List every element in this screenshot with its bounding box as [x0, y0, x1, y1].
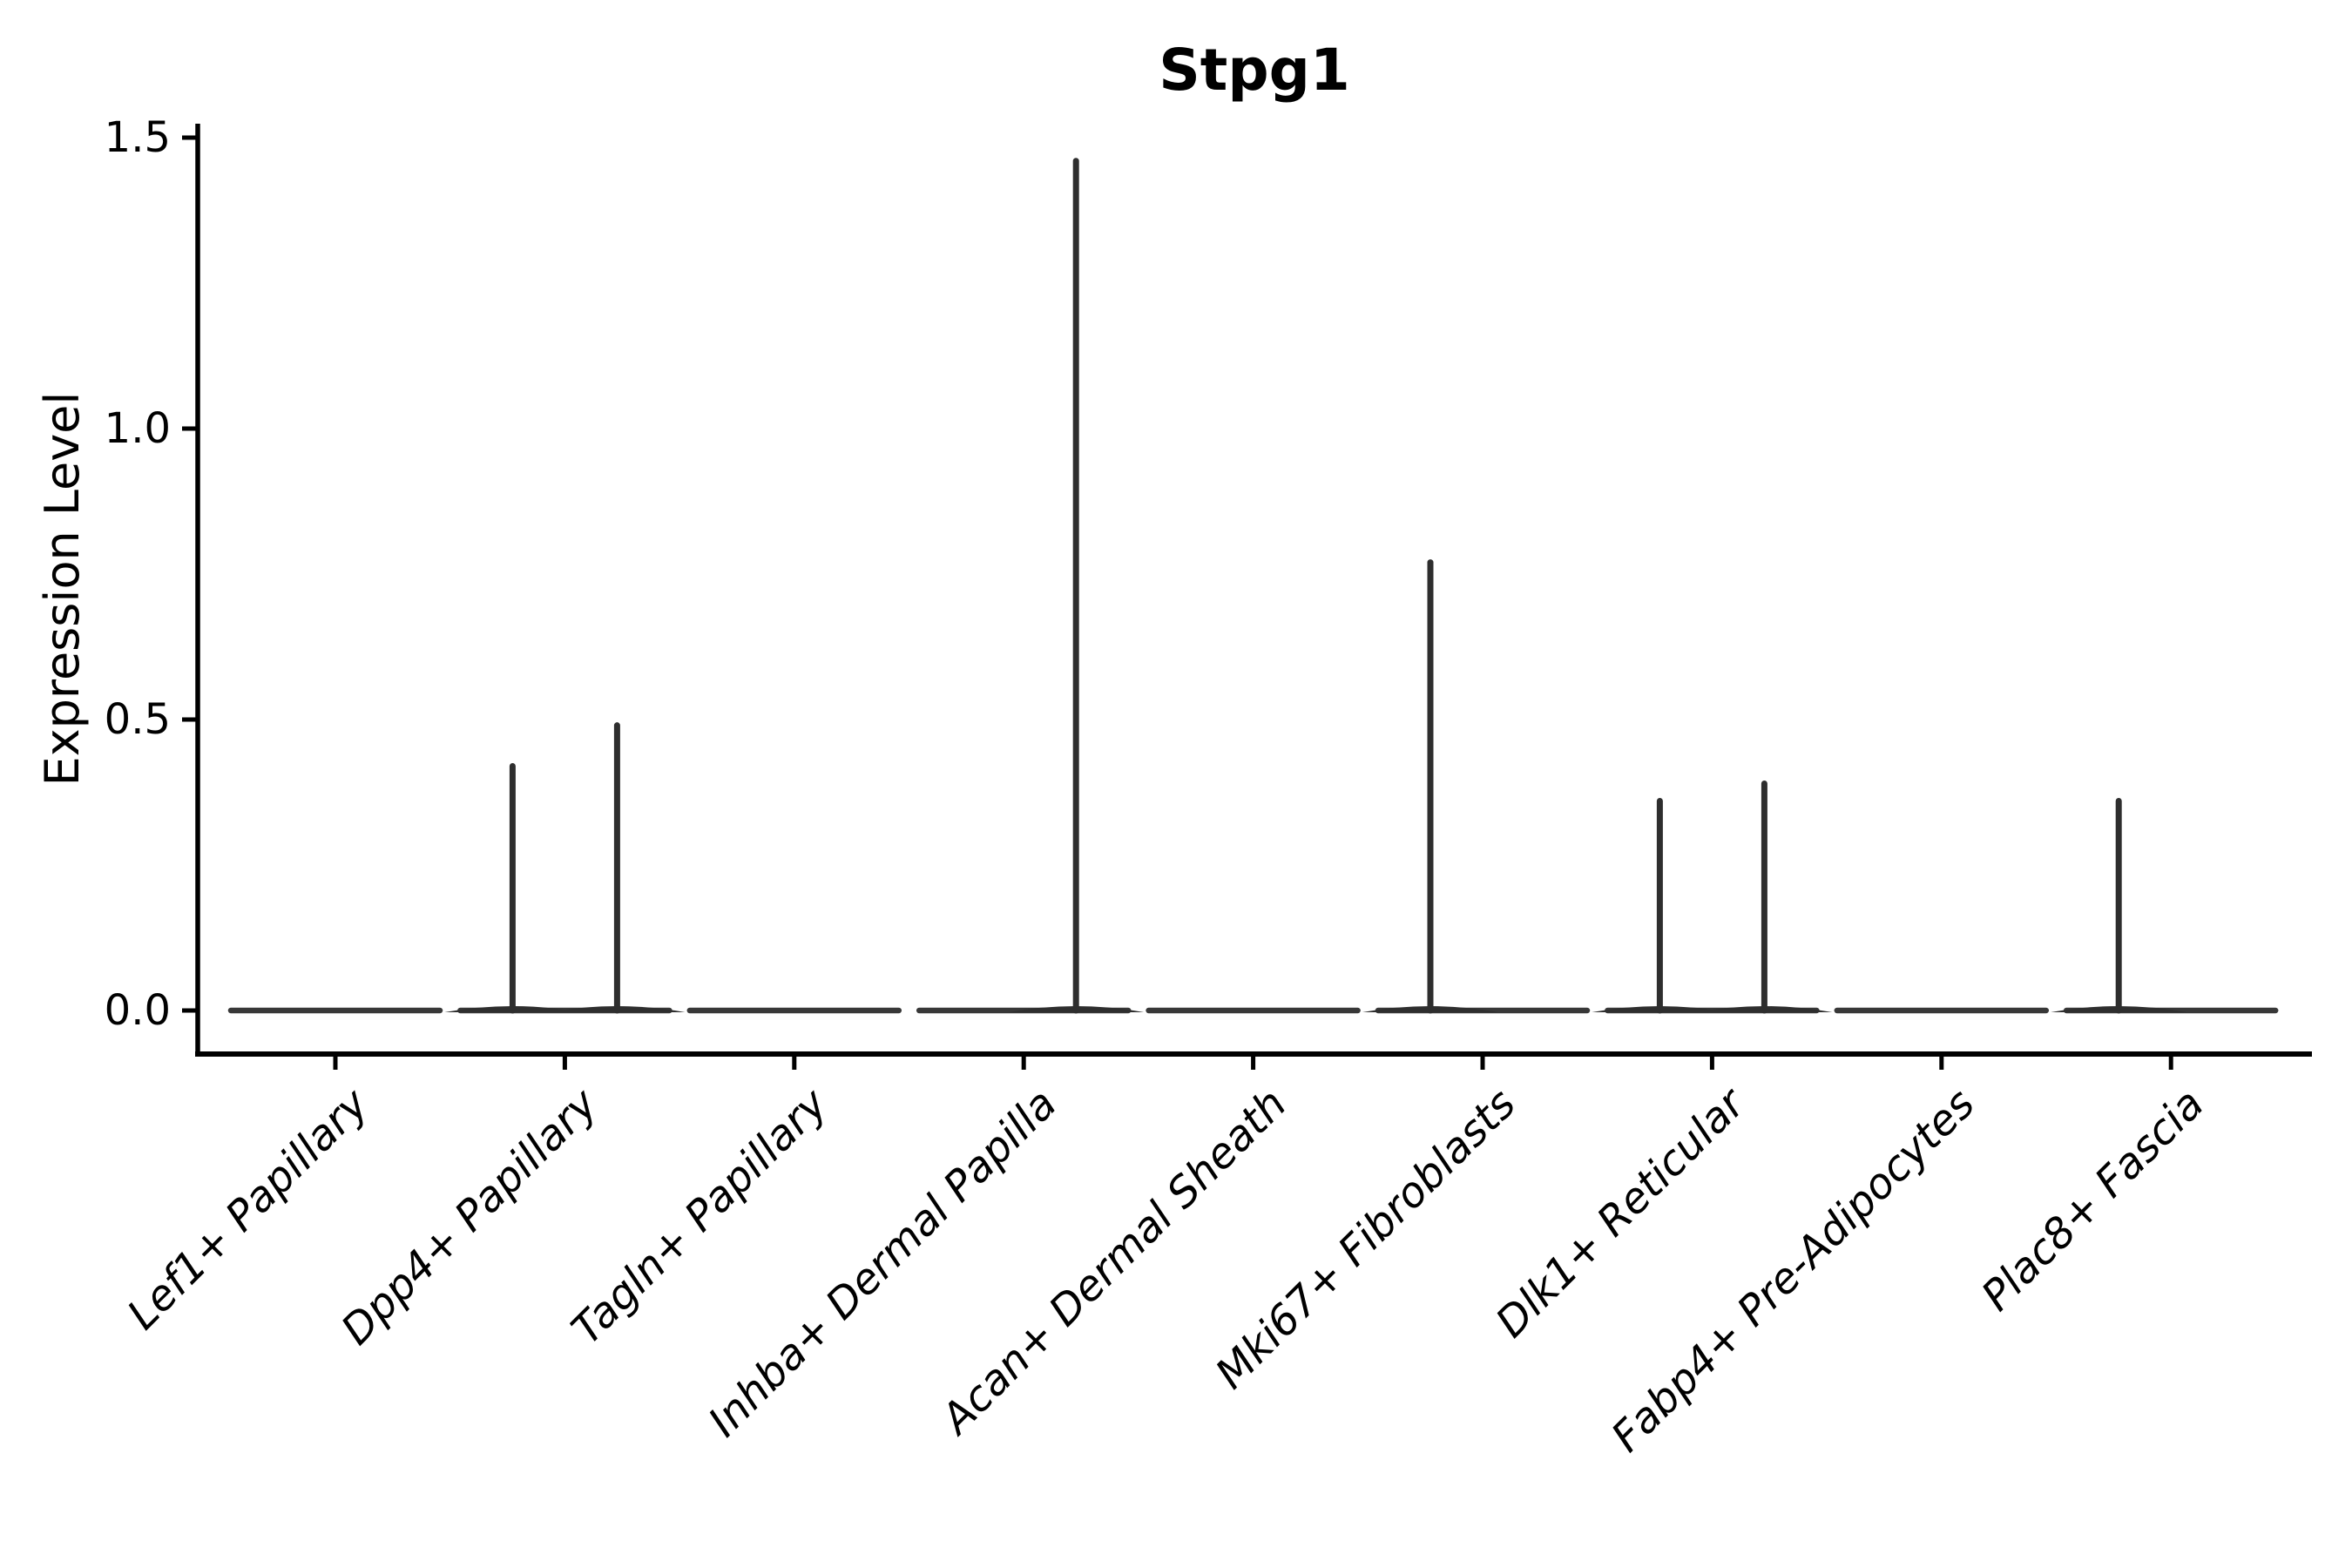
y-tick-label: 0.0 [104, 986, 171, 1035]
y-tick-label: 1.0 [104, 404, 171, 453]
chart-title: Stpg1 [1159, 37, 1350, 104]
y-tick-label: 1.5 [104, 113, 171, 162]
y-tick-label: 0.5 [104, 695, 171, 744]
y-axis-label: Expression Level [35, 391, 90, 787]
